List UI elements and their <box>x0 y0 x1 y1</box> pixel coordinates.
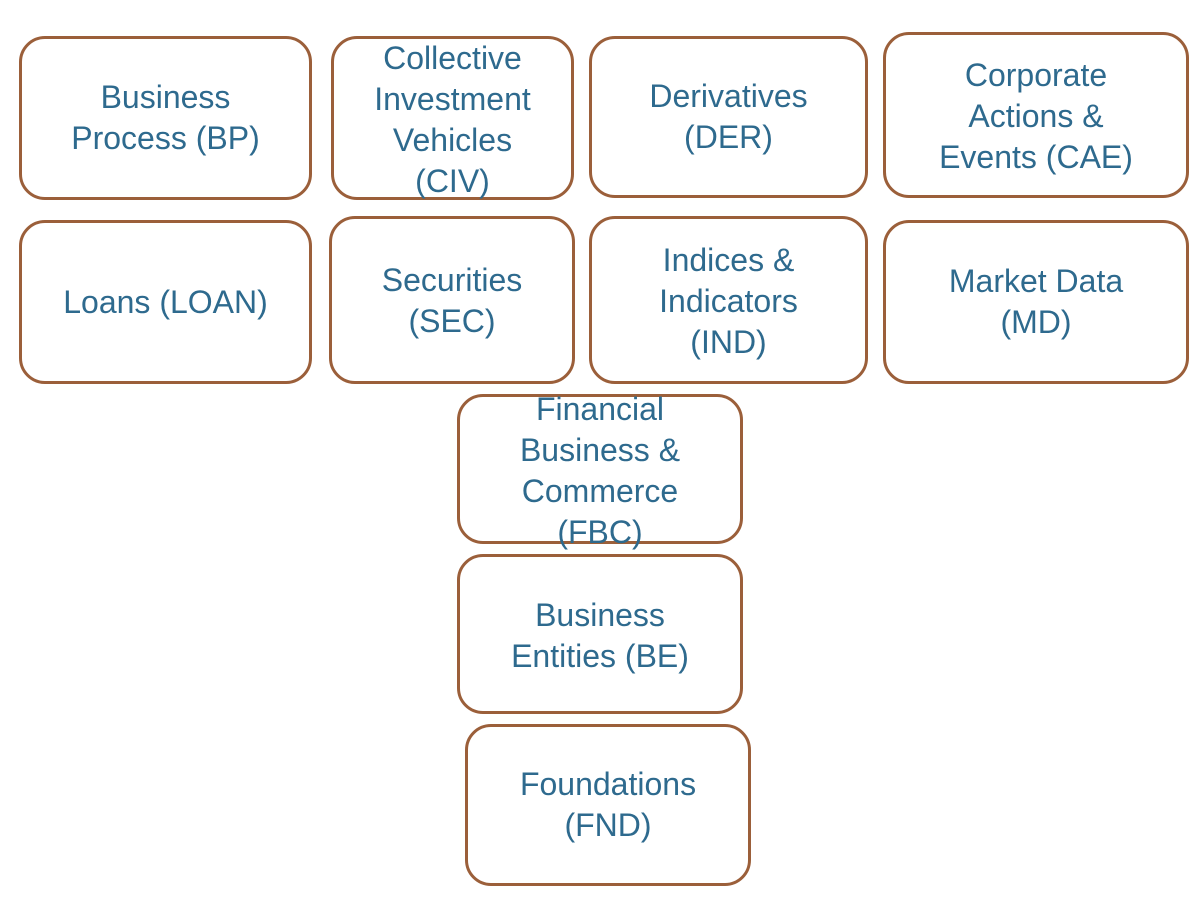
box-label: Loans (LOAN) <box>63 283 268 320</box>
box-label: Market Data (MD) <box>948 263 1124 340</box>
box-foundations: Foundations (FND) <box>465 724 751 886</box>
box-business-process: Business Process (BP) <box>19 36 312 200</box>
box-indices-indicators: Indices & Indicators (IND) <box>589 216 868 384</box>
box-label: Financial Business & Commerce (FBC) <box>519 391 681 550</box>
box-label: Business Entities (BE) <box>511 597 689 674</box>
box-loans: Loans (LOAN) <box>19 220 312 384</box>
box-label: Collective Investment Vehicles (CIV) <box>374 40 531 199</box>
box-label: Securities (SEC) <box>381 262 523 339</box>
box-market-data: Market Data (MD) <box>883 220 1189 384</box>
box-label: Corporate Actions & Events (CAE) <box>939 56 1133 175</box>
box-business-entities: Business Entities (BE) <box>457 554 743 714</box>
box-label: Foundations (FND) <box>519 766 697 843</box>
box-collective-investment-vehicles: Collective Investment Vehicles (CIV) <box>331 36 574 200</box>
box-securities: Securities (SEC) <box>329 216 575 384</box>
box-label: Derivatives (DER) <box>649 78 808 155</box>
box-label: Business Process (BP) <box>71 79 260 156</box>
box-label: Indices & Indicators (IND) <box>659 241 798 360</box>
box-derivatives: Derivatives (DER) <box>589 36 868 198</box>
box-financial-business-commerce: Financial Business & Commerce (FBC) <box>457 391 743 550</box>
box-corporate-actions-events: Corporate Actions & Events (CAE) <box>883 32 1189 198</box>
